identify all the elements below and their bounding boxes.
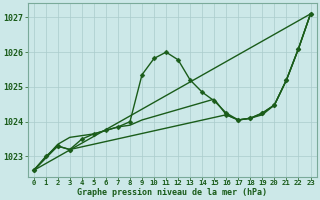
X-axis label: Graphe pression niveau de la mer (hPa): Graphe pression niveau de la mer (hPa) [77,188,267,197]
